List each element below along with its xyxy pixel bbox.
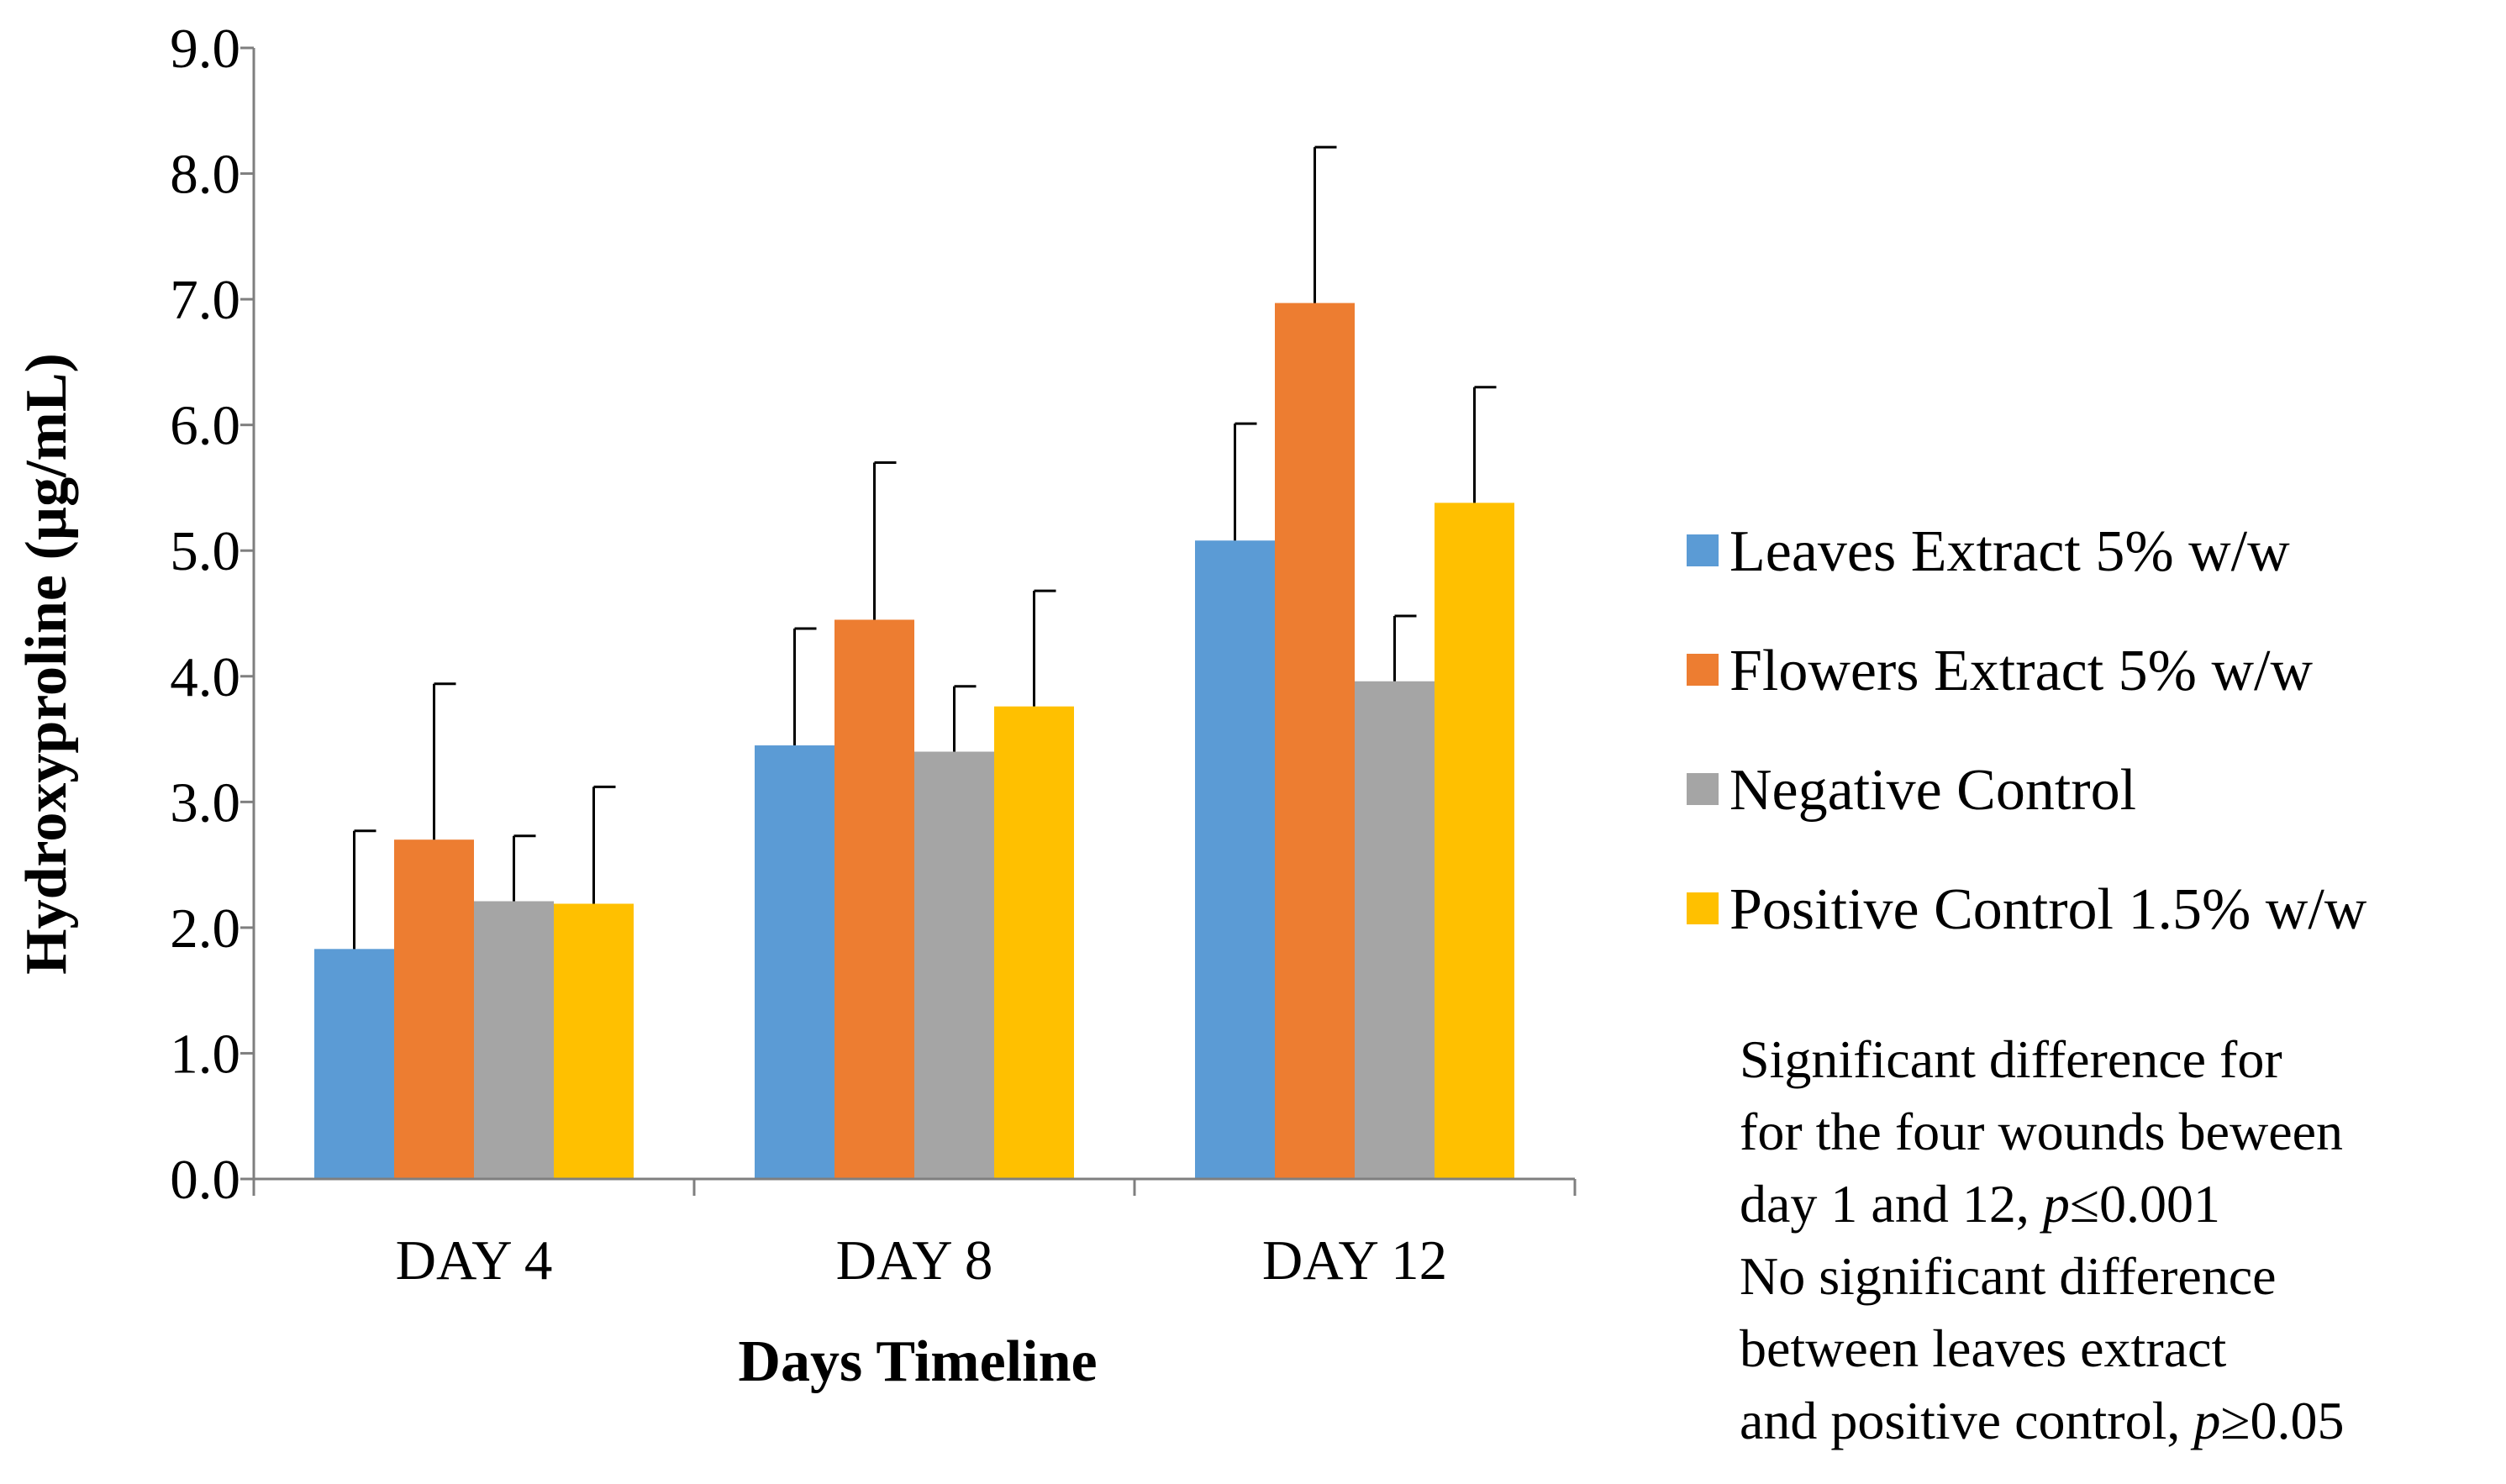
y-tick-label: 8.0 (170, 144, 240, 206)
x-tick-label: DAY 12 (1262, 1229, 1447, 1292)
x-tick-label: DAY 4 (396, 1229, 553, 1292)
y-tick-label: 7.0 (170, 269, 240, 331)
bars-layer (314, 303, 1514, 1179)
legend-label: Positive Control 1.5% w/w (1729, 877, 2367, 942)
legend: Leaves Extract 5% w/w Flowers Extract 5% … (1687, 519, 2367, 942)
legend-swatch (1687, 773, 1719, 805)
y-tick-label: 6.0 (170, 395, 240, 457)
bar-2-2 (1355, 681, 1435, 1179)
labels-layer: DAY 4 DAY 8 DAY 12 0.0 1.0 2.0 3.0 4.0 5.0 6.0 7.0… (170, 18, 1447, 1292)
note-line-2: for the four wounds beween (1740, 1102, 2343, 1161)
bar-1-2 (914, 751, 994, 1179)
y-tick-label: 4.0 (170, 646, 240, 708)
significance-note: Significant difference for for the four … (1740, 1029, 2344, 1450)
note-line-3-p: p (2040, 1174, 2070, 1234)
bar-1-1 (834, 619, 914, 1179)
y-tick-label: 3.0 (170, 771, 240, 834)
y-tick-label: 9.0 (170, 18, 240, 80)
y-tick-label: 0.0 (170, 1149, 240, 1211)
legend-swatch (1687, 654, 1719, 686)
legend-label: Negative Control (1729, 758, 2136, 823)
y-tick-label: 1.0 (170, 1023, 240, 1085)
x-tick-label: DAY 8 (836, 1229, 993, 1292)
legend-label: Flowers Extract 5% w/w (1729, 639, 2313, 703)
y-tick-label: 5.0 (170, 520, 240, 582)
axes-layer (240, 46, 1577, 1196)
legend-label: Leaves Extract 5% w/w (1729, 519, 2290, 584)
note-line-6-p: p (2190, 1391, 2220, 1450)
y-axis-title: Hydroxyproline (µg/mL) (14, 353, 79, 975)
bar-0-1 (394, 839, 474, 1179)
bar-2-3 (1435, 503, 1514, 1179)
error-bars-layer (353, 145, 1497, 950)
bar-0-0 (314, 949, 394, 1179)
bar-0-2 (474, 901, 554, 1179)
bar-2-0 (1195, 540, 1275, 1179)
legend-swatch (1687, 534, 1719, 566)
note-line-3-value: ≤0.001 (2070, 1174, 2220, 1234)
y-tick-label: 2.0 (170, 897, 240, 960)
note-line-6: and positive control, p≥0.05 (1740, 1391, 2344, 1450)
note-line-1: Significant difference for (1740, 1029, 2282, 1089)
legend-swatch (1687, 892, 1719, 924)
bar-0-3 (554, 903, 634, 1179)
note-line-3-text: day 1 and 12, (1740, 1174, 2043, 1234)
note-line-6-value: ≥0.05 (2220, 1391, 2344, 1450)
x-axis-title: Days Timeline (738, 1329, 1097, 1394)
note-line-6-text: and positive control, (1740, 1391, 2193, 1450)
note-line-4: No significant difference (1740, 1246, 2277, 1306)
bar-2-1 (1275, 303, 1355, 1179)
note-line-5: between leaves extract (1740, 1318, 2226, 1378)
note-line-3: day 1 and 12, p≤0.001 (1740, 1174, 2220, 1234)
bar-1-0 (755, 745, 834, 1179)
bar-1-3 (994, 706, 1074, 1179)
